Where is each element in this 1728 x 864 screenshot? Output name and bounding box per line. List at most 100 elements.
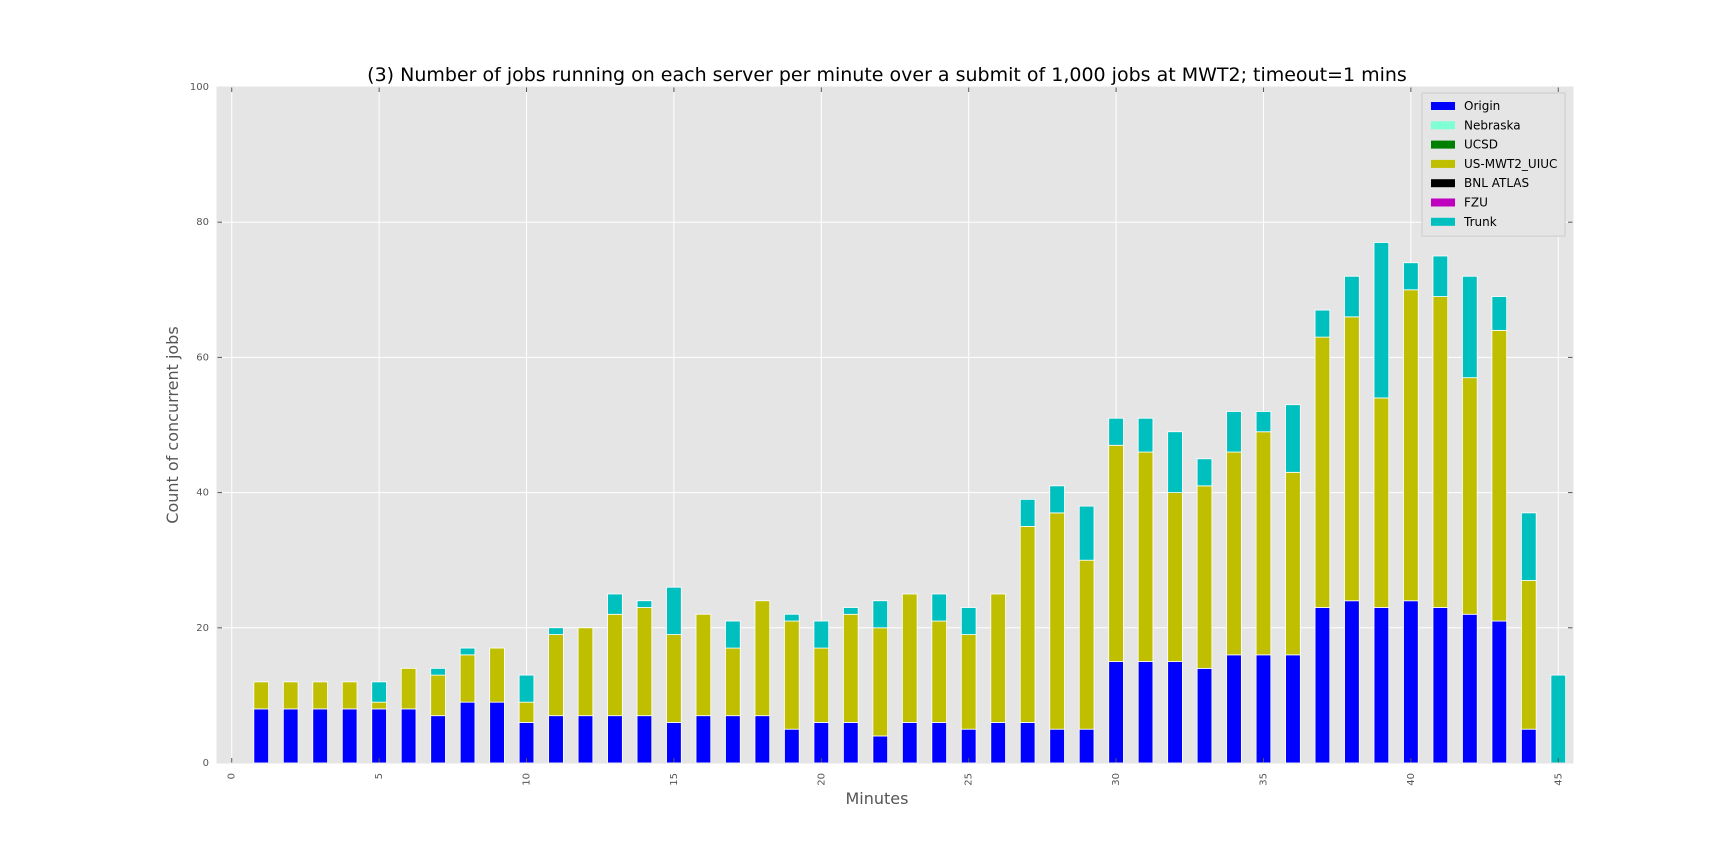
bar-origin — [960, 728, 977, 764]
bar-origin — [1019, 722, 1036, 764]
bar-us-mwt2-uiuc — [960, 634, 977, 730]
bar-origin — [636, 715, 653, 764]
bar-us-mwt2-uiuc — [282, 681, 299, 710]
bar-origin — [607, 715, 623, 764]
legend-entry: Origin — [1464, 99, 1500, 113]
bar-trunk — [1078, 505, 1095, 561]
legend: Origin Nebraska UCSD US-MWT2_UIUC BNL ATLAS F… — [1421, 92, 1566, 237]
bar-trunk — [1521, 512, 1537, 581]
bar-us-mwt2-uiuc — [577, 627, 594, 717]
bar-trunk — [548, 627, 564, 635]
bar-origin — [931, 722, 947, 764]
bar-trunk — [1049, 485, 1065, 514]
bar-us-mwt2-uiuc — [1344, 316, 1360, 602]
bar-trunk — [430, 667, 446, 676]
bar-us-mwt2-uiuc — [459, 654, 476, 703]
bar-trunk — [459, 647, 476, 656]
bar-us-mwt2-uiuc — [518, 701, 535, 723]
bar-us-mwt2-uiuc — [1462, 377, 1478, 615]
plot-border — [216, 86, 1574, 764]
bar-trunk — [1167, 431, 1183, 494]
bar-origin — [666, 722, 682, 764]
bar-trunk — [1226, 411, 1242, 453]
bar-us-mwt2-uiuc — [901, 593, 918, 723]
legend-entry: US-MWT2_UIUC — [1464, 157, 1557, 171]
bar-origin — [1226, 654, 1242, 764]
bar-trunk — [607, 593, 623, 615]
bar-origin — [489, 701, 505, 764]
bar-us-mwt2-uiuc — [784, 620, 800, 730]
legend-swatch — [1431, 198, 1455, 207]
bar-origin — [400, 708, 417, 764]
y-tick-label: 80 — [196, 217, 209, 228]
bar-origin — [1314, 607, 1331, 764]
bar-trunk — [1344, 275, 1360, 318]
bar-us-mwt2-uiuc — [371, 701, 387, 710]
bar-origin — [872, 735, 889, 764]
legend-entry: UCSD — [1464, 138, 1498, 152]
bar-origin — [459, 701, 476, 764]
x-axis-label: Minutes — [846, 789, 909, 808]
bar-origin — [253, 708, 269, 764]
bar-trunk — [371, 681, 387, 703]
bar-us-mwt2-uiuc — [931, 620, 947, 723]
bar-us-mwt2-uiuc — [1078, 559, 1095, 730]
bar-origin — [695, 715, 712, 764]
bar-trunk — [1462, 275, 1478, 379]
bar-us-mwt2-uiuc — [312, 681, 328, 710]
bar-origin — [990, 722, 1006, 764]
bar-us-mwt2-uiuc — [607, 613, 623, 717]
bar-trunk — [843, 607, 859, 615]
bar-origin — [1078, 728, 1095, 764]
bar-origin — [1373, 607, 1390, 764]
bar-origin — [1196, 667, 1213, 764]
bar-us-mwt2-uiuc — [1521, 580, 1537, 730]
x-tick-label: 35 — [1258, 773, 1269, 786]
legend-swatch — [1431, 179, 1455, 188]
y-tick-label: 20 — [196, 623, 209, 634]
bar-trunk — [1285, 404, 1301, 473]
bar-origin — [548, 715, 564, 764]
bar-us-mwt2-uiuc — [1019, 526, 1036, 723]
bar-us-mwt2-uiuc — [1403, 289, 1419, 602]
bar-us-mwt2-uiuc — [1108, 444, 1124, 663]
y-axis-label: Count of concurrent jobs — [163, 326, 182, 523]
bar-origin — [518, 722, 535, 764]
bar-us-mwt2-uiuc — [1285, 471, 1301, 656]
bar-trunk — [1108, 417, 1124, 446]
bar-us-mwt2-uiuc — [489, 647, 505, 703]
bar-origin — [371, 708, 387, 764]
bar-trunk — [813, 620, 830, 649]
legend-entry: Nebraska — [1464, 118, 1521, 132]
legend-swatch — [1431, 102, 1455, 110]
bar-us-mwt2-uiuc — [341, 681, 358, 710]
x-tick-label: 15 — [669, 773, 680, 786]
x-tick-label: 10 — [522, 773, 533, 786]
bar-us-mwt2-uiuc — [695, 613, 712, 717]
chart-title: (3) Number of jobs running on each serve… — [367, 64, 1407, 86]
bar-origin — [577, 715, 594, 764]
bar-us-mwt2-uiuc — [813, 647, 830, 723]
bar-us-mwt2-uiuc — [400, 667, 417, 710]
x-tick-label: 40 — [1406, 773, 1417, 786]
bar-us-mwt2-uiuc — [872, 627, 889, 737]
legend-swatch — [1431, 140, 1455, 149]
bar-trunk — [1196, 458, 1213, 487]
bar-origin — [282, 708, 299, 764]
y-tick-label: 100 — [190, 82, 209, 93]
bar-origin — [1521, 728, 1537, 764]
bar-origin — [813, 722, 830, 764]
bar-origin — [1344, 600, 1360, 764]
bar-trunk — [1491, 296, 1508, 331]
bar-us-mwt2-uiuc — [990, 593, 1006, 723]
x-tick-label: 20 — [816, 773, 827, 786]
legend-swatch — [1431, 159, 1455, 168]
bar-us-mwt2-uiuc — [1226, 451, 1242, 656]
bar-origin — [1108, 661, 1124, 764]
bar-origin — [1049, 728, 1065, 764]
bar-trunk — [1373, 242, 1390, 399]
bar-origin — [312, 708, 328, 764]
bar-trunk — [1255, 411, 1272, 433]
bar-us-mwt2-uiuc — [725, 647, 741, 717]
bar-origin — [754, 715, 771, 764]
